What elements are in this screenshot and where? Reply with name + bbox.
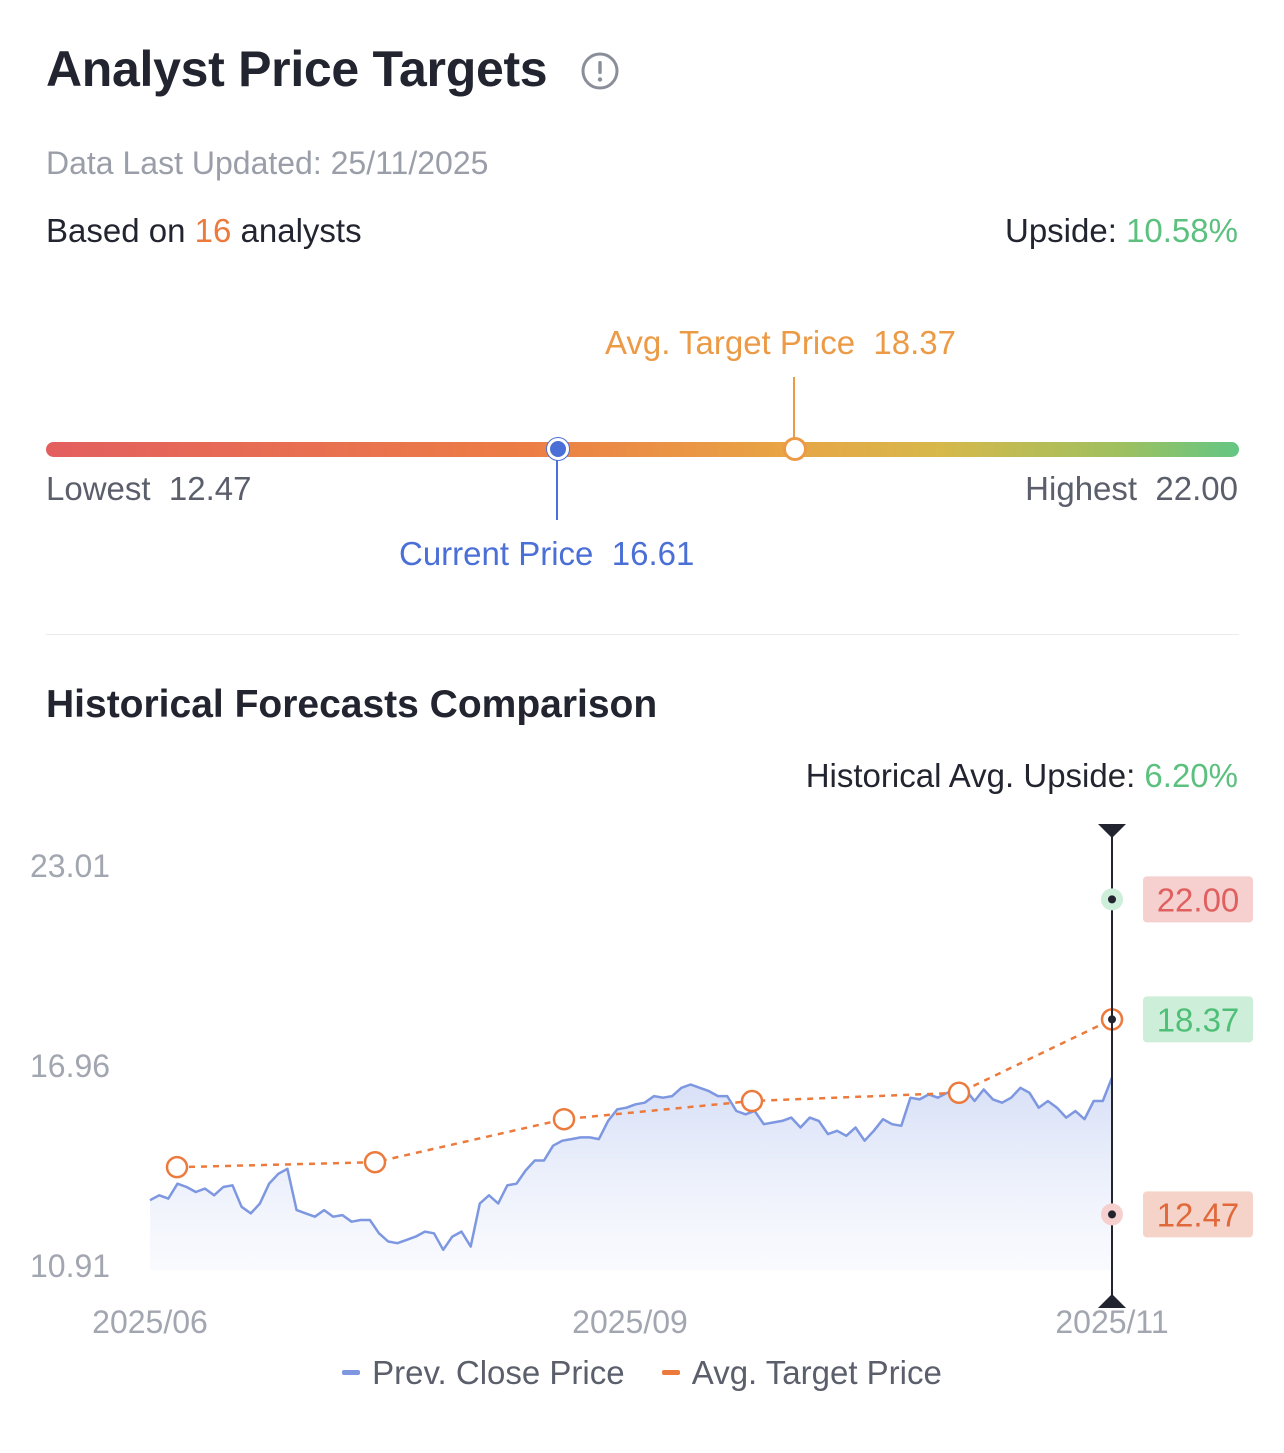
avg-target-marker: [783, 437, 807, 461]
avg-target-point: [947, 1081, 971, 1105]
y-tick-label: 10.91: [30, 1248, 110, 1284]
upside-value: 10.58%: [1126, 212, 1238, 249]
legend-label-avg: Avg. Target Price: [691, 1353, 942, 1391]
avg-target-caption: Avg. Target Price: [605, 324, 856, 361]
current-price-value: 16.61: [611, 535, 695, 572]
highest-caption: Highest: [1025, 470, 1138, 507]
avg-target-label: Avg. Target Price 18.37: [605, 324, 956, 362]
historical-upside-value: 6.20%: [1144, 757, 1238, 794]
current-price-marker: [547, 438, 569, 460]
section-title: Historical Forecasts Comparison: [46, 683, 658, 726]
upside-label: Upside:: [1005, 212, 1127, 249]
high-dot: [1108, 895, 1116, 904]
based-suffix: analysts: [231, 212, 362, 249]
avg-badge: [1143, 996, 1253, 1043]
avg-target-value: 18.37: [873, 324, 957, 361]
section-divider: [46, 634, 1239, 635]
legend-swatch-close: [342, 1370, 361, 1375]
legend-item-avg[interactable]: Avg. Target Price: [661, 1353, 942, 1392]
low-dot: [1108, 1210, 1116, 1219]
historical-chart[interactable]: 23.01 16.96 10.91 2025/06 2025/09 2025/11 22…: [0, 800, 1284, 1400]
y-tick-label: 23.01: [30, 848, 110, 884]
info-icon[interactable]: [580, 51, 620, 91]
x-tick-label: 2025/11: [1055, 1304, 1168, 1340]
historical-upside-text: Historical Avg. Upside: 6.20%: [806, 757, 1238, 795]
current-price-caption: Current Price: [399, 535, 594, 572]
price-range-bar: [46, 442, 1239, 457]
upside-text: Upside: 10.58%: [1005, 212, 1238, 250]
legend-label-close: Prev. Close Price: [372, 1353, 625, 1391]
avg-target-point: [363, 1150, 387, 1174]
y-tick-label: 16.96: [30, 1048, 110, 1084]
prev-close-area: [150, 1077, 1112, 1270]
current-price-label: Current Price 16.61: [399, 535, 694, 573]
high-badge: [1143, 876, 1253, 923]
avg-dot: [1108, 1015, 1116, 1024]
legend-swatch-avg: [661, 1370, 680, 1375]
last-updated: Data Last Updated: 25/11/2025: [46, 145, 489, 181]
legend-item-close[interactable]: Prev. Close Price: [342, 1353, 625, 1392]
avg-target-point: [740, 1089, 764, 1113]
chart-legend: Prev. Close Price Avg. Target Price: [0, 1345, 1284, 1392]
lowest-target: Lowest 12.47: [46, 470, 252, 508]
historical-upside-label: Historical Avg. Upside:: [805, 757, 1145, 794]
x-tick-label: 2025/09: [572, 1304, 688, 1340]
high-badge-label: 22.00: [1157, 881, 1240, 918]
page-title: Analyst Price Targets: [46, 41, 548, 97]
lowest-value: 12.47: [168, 470, 252, 507]
avg-target-point: [165, 1155, 189, 1179]
avg-badge-label: 18.37: [1157, 1001, 1240, 1038]
low-badge: [1143, 1191, 1253, 1238]
lowest-caption: Lowest: [46, 470, 151, 507]
avg-target-line: [176, 1018, 1113, 1169]
x-tick-label: 2025/06: [92, 1304, 208, 1340]
based-prefix: Based on: [46, 212, 195, 249]
crosshair-top-arrow: [1098, 824, 1126, 838]
avg-target-point: [552, 1107, 576, 1131]
highest-value: 22.00: [1155, 470, 1238, 507]
analyst-count: 16: [194, 212, 232, 249]
low-badge-label: 12.47: [1157, 1196, 1240, 1233]
avg-target-stem: [793, 377, 795, 443]
highest-target: Highest 22.00: [1025, 470, 1238, 508]
crosshair-bottom-arrow: [1098, 1294, 1126, 1308]
analyst-count-text: Based on 16 analysts: [46, 212, 362, 250]
current-price-stem: [556, 456, 558, 520]
